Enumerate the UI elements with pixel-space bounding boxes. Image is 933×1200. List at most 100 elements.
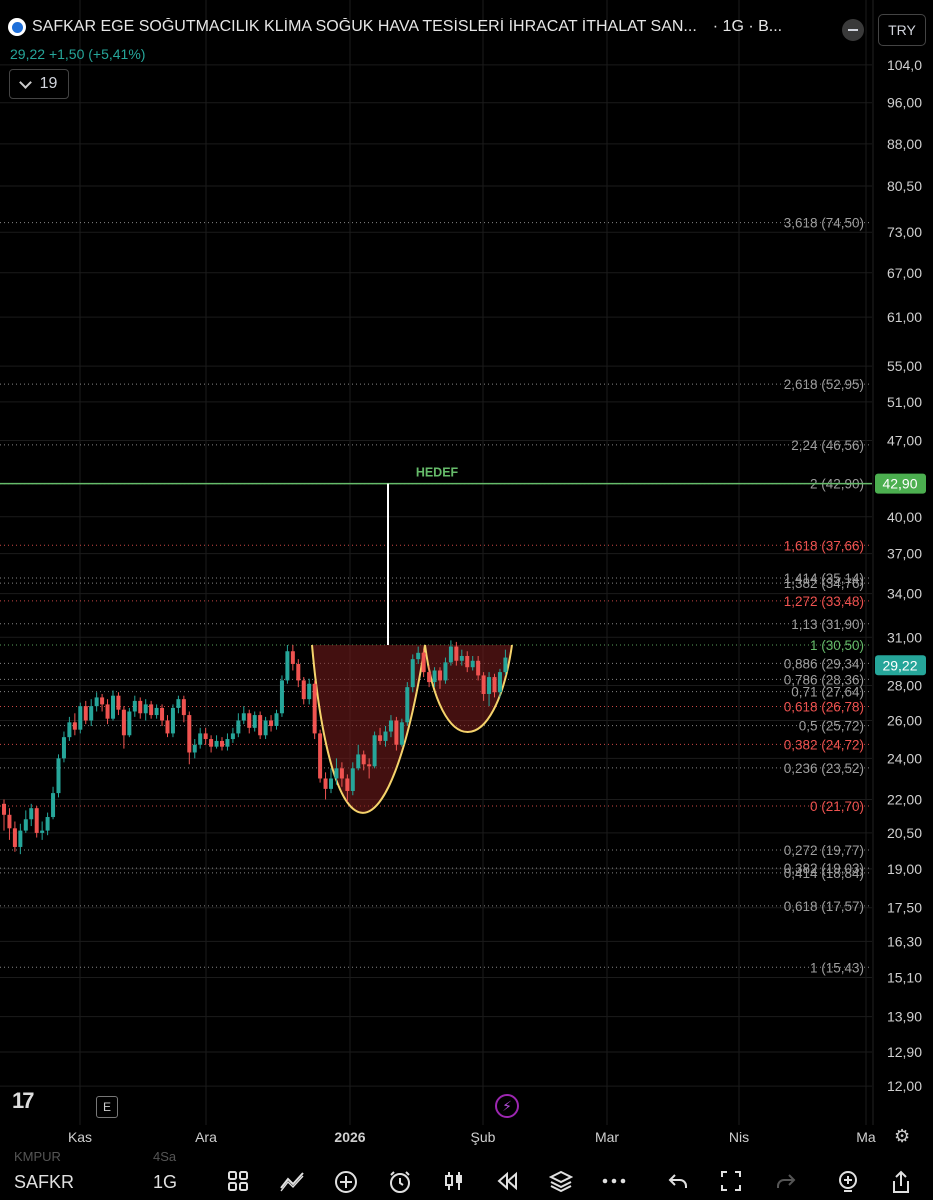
- price-tick: 12,90: [887, 1044, 922, 1060]
- candle: [378, 727, 383, 745]
- symbol-header[interactable]: SAFKAR EGE SOĞUTMACILIK KLİMA SOĞUK HAVA…: [8, 18, 782, 36]
- share-icon[interactable]: [890, 1170, 912, 1199]
- candle: [318, 729, 323, 783]
- candle-type-icon[interactable]: [443, 1170, 465, 1197]
- toolbar-interval[interactable]: 1G: [153, 1172, 178, 1192]
- more-icon[interactable]: [601, 1170, 627, 1197]
- candle: [481, 672, 486, 701]
- price-change: 29,22 +1,50 (+5,41%): [10, 46, 145, 62]
- candle: [143, 699, 148, 721]
- candle: [438, 667, 442, 689]
- layout-grid-icon[interactable]: [227, 1170, 249, 1197]
- alarm-icon[interactable]: [388, 1170, 412, 1199]
- time-axis: Kas Ara 2026 Şub Mar Nis Ma: [68, 1129, 876, 1145]
- candle-body: [154, 707, 159, 716]
- price-tick: 67,00: [887, 265, 922, 281]
- candle-body: [492, 677, 497, 693]
- fib-levels: 3,618 (74,50)2,618 (52,95)2,24 (46,56)2 …: [0, 216, 872, 975]
- candle-body: [67, 722, 72, 738]
- idea-icon[interactable]: [836, 1170, 860, 1199]
- candle-body: [56, 758, 61, 794]
- fib-label: 0,382 (24,72): [784, 737, 864, 752]
- candle: [132, 695, 137, 717]
- price-tick: 31,00: [887, 629, 922, 645]
- minimize-legend-button[interactable]: [842, 19, 864, 41]
- candle: [45, 812, 50, 836]
- add-icon[interactable]: [334, 1170, 358, 1199]
- price-tick: 19,00: [887, 861, 922, 877]
- candle-body: [301, 680, 306, 700]
- fib-label: 2,618 (52,95): [784, 377, 864, 392]
- candle-body: [198, 733, 203, 745]
- target-label: HEDEF: [416, 466, 459, 480]
- candle: [7, 808, 12, 840]
- candle: [192, 739, 197, 759]
- price-tick: 47,00: [887, 432, 922, 448]
- candle: [165, 715, 170, 738]
- candle: [503, 649, 508, 676]
- candle: [367, 758, 372, 779]
- candle: [40, 821, 45, 840]
- layers-icon[interactable]: [548, 1170, 574, 1197]
- currency-button[interactable]: TRY: [878, 14, 926, 46]
- candle: [34, 806, 39, 838]
- candle-body: [307, 683, 312, 700]
- gear-icon[interactable]: ⚙: [894, 1126, 911, 1146]
- price-tick: 34,00: [887, 586, 922, 602]
- candle-body: [225, 739, 230, 747]
- fullscreen-icon[interactable]: [720, 1170, 742, 1197]
- fib-label: 1,414 (35,14): [784, 571, 864, 586]
- candle-body: [51, 793, 56, 818]
- undo-icon[interactable]: [667, 1170, 689, 1197]
- candle-body: [121, 709, 126, 736]
- candle-body: [279, 680, 284, 714]
- candle-body: [116, 695, 121, 710]
- candle: [454, 641, 459, 666]
- chart-grid: [0, 0, 874, 1125]
- candle-body: [350, 768, 355, 791]
- candle-body: [34, 808, 39, 833]
- candle: [12, 821, 17, 852]
- candle: [220, 737, 224, 751]
- fib-label: 0,618 (26,78): [784, 700, 864, 715]
- indicators-icon[interactable]: [279, 1170, 305, 1197]
- price-tick: 13,90: [887, 1009, 922, 1025]
- candle-body: [487, 677, 492, 694]
- candle-body: [290, 651, 295, 664]
- candle: [269, 715, 274, 732]
- candle: [181, 695, 186, 723]
- bottom-toolbar: SAFKR 1G: [0, 1162, 933, 1200]
- candle: [345, 774, 350, 802]
- candle-body: [7, 814, 12, 829]
- candle-body: [329, 778, 333, 789]
- fib-label: 0,272 (19,77): [784, 843, 864, 858]
- redo-icon[interactable]: [775, 1170, 797, 1197]
- price-tick: 12,00: [887, 1078, 922, 1094]
- candle-body: [372, 735, 377, 767]
- candle: [334, 758, 339, 785]
- candle: [350, 762, 355, 796]
- ghost-symbol: KMPUR: [14, 1149, 61, 1164]
- candle: [372, 731, 377, 769]
- candle-body: [421, 652, 426, 673]
- replay-icon[interactable]: [496, 1170, 518, 1197]
- indicator-toggle[interactable]: 19: [9, 69, 69, 99]
- events-button[interactable]: E: [96, 1096, 118, 1118]
- fib-label: 0,414 (18,84): [784, 866, 864, 881]
- flash-icon[interactable]: ⚡: [495, 1094, 519, 1118]
- candle: [263, 716, 268, 740]
- candle-body: [399, 722, 404, 745]
- symbol-title: SAFKAR EGE SOĞUTMACILIK KLİMA SOĞUK HAVA…: [32, 18, 697, 35]
- candle: [2, 799, 6, 831]
- candle-body: [427, 672, 432, 683]
- candle: [323, 772, 328, 800]
- fib-label: 0 (21,70): [810, 799, 864, 814]
- candle: [89, 699, 94, 726]
- candle-body: [405, 687, 410, 723]
- candle-body: [78, 706, 83, 730]
- candle: [149, 700, 154, 719]
- candles: [2, 640, 508, 855]
- candle-body: [432, 670, 437, 683]
- toolbar-symbol[interactable]: SAFKR: [14, 1172, 75, 1192]
